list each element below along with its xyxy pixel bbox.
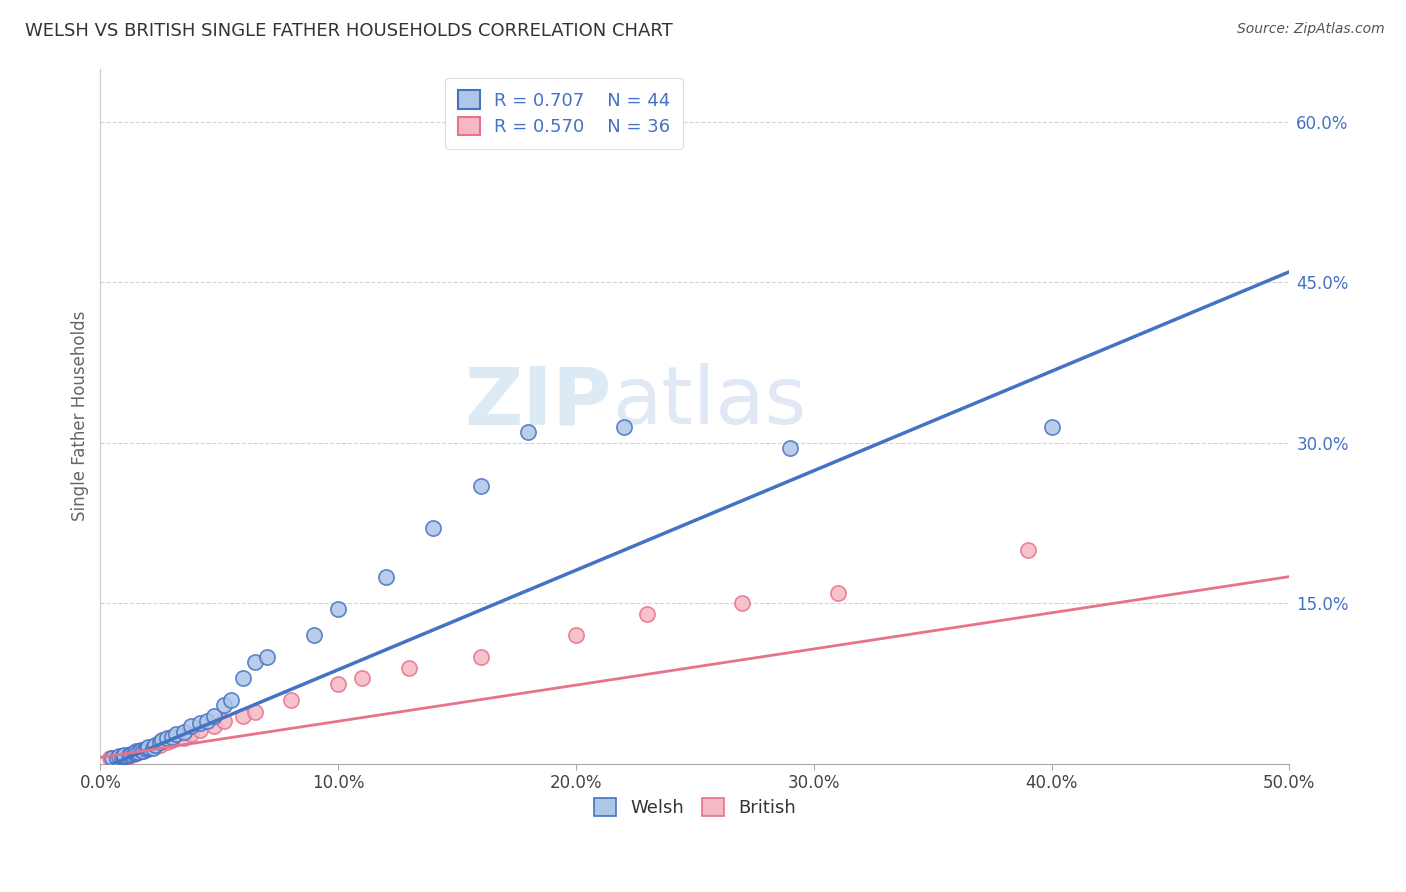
Point xyxy=(120,747,142,762)
Point xyxy=(188,723,211,737)
Point xyxy=(143,738,166,752)
Point xyxy=(1017,542,1039,557)
Point xyxy=(150,733,173,747)
Point xyxy=(129,743,152,757)
Point xyxy=(517,425,540,440)
Point xyxy=(374,569,396,583)
Point xyxy=(188,716,211,731)
Point xyxy=(105,751,128,765)
Point xyxy=(212,698,235,712)
Point xyxy=(125,746,148,760)
Point xyxy=(136,739,159,754)
Point xyxy=(328,601,350,615)
Point xyxy=(108,750,131,764)
Point xyxy=(280,692,302,706)
Point xyxy=(112,749,135,764)
Point xyxy=(1040,420,1063,434)
Point xyxy=(636,607,658,621)
Legend: Welsh, British: Welsh, British xyxy=(586,790,803,824)
Y-axis label: Single Father Households: Single Father Households xyxy=(72,311,89,521)
Point xyxy=(398,660,420,674)
Point xyxy=(127,745,149,759)
Point xyxy=(173,724,195,739)
Point xyxy=(156,731,179,746)
Point xyxy=(212,714,235,728)
Point xyxy=(328,676,350,690)
Point xyxy=(101,751,124,765)
Point xyxy=(256,649,278,664)
Point xyxy=(304,628,326,642)
Point xyxy=(125,744,148,758)
Point xyxy=(470,479,492,493)
Text: ZIP: ZIP xyxy=(464,363,612,442)
Point xyxy=(173,731,195,746)
Point xyxy=(165,727,187,741)
Point xyxy=(115,750,138,764)
Point xyxy=(779,442,801,456)
Point xyxy=(112,748,135,763)
Point xyxy=(180,719,202,733)
Text: WELSH VS BRITISH SINGLE FATHER HOUSEHOLDS CORRELATION CHART: WELSH VS BRITISH SINGLE FATHER HOUSEHOLD… xyxy=(25,22,673,40)
Point xyxy=(132,744,155,758)
Point xyxy=(111,751,134,765)
Point xyxy=(111,750,134,764)
Point xyxy=(120,748,142,763)
Point xyxy=(149,735,172,749)
Point xyxy=(232,671,254,685)
Point xyxy=(136,740,159,755)
Point xyxy=(160,730,183,744)
Point xyxy=(122,746,145,760)
Point xyxy=(204,719,226,733)
Point xyxy=(112,750,135,764)
Point xyxy=(104,753,127,767)
Text: atlas: atlas xyxy=(612,363,806,442)
Point xyxy=(129,744,152,758)
Point xyxy=(565,628,588,642)
Point xyxy=(118,748,141,763)
Point xyxy=(827,585,849,599)
Point xyxy=(149,738,172,752)
Point xyxy=(204,708,226,723)
Point xyxy=(612,420,634,434)
Point xyxy=(160,733,183,747)
Point xyxy=(122,747,145,762)
Point xyxy=(243,655,266,669)
Point xyxy=(195,714,218,728)
Text: Source: ZipAtlas.com: Source: ZipAtlas.com xyxy=(1237,22,1385,37)
Point xyxy=(243,706,266,720)
Point xyxy=(350,671,373,685)
Point xyxy=(470,649,492,664)
Point xyxy=(112,749,135,764)
Point xyxy=(142,740,165,755)
Point xyxy=(105,751,128,765)
Point xyxy=(98,751,121,765)
Point xyxy=(136,742,159,756)
Point xyxy=(125,746,148,760)
Point xyxy=(156,735,179,749)
Point xyxy=(180,727,202,741)
Point xyxy=(135,742,157,756)
Point xyxy=(422,521,444,535)
Point xyxy=(731,596,754,610)
Point xyxy=(108,749,131,764)
Point xyxy=(132,744,155,758)
Point xyxy=(219,692,242,706)
Point xyxy=(127,745,149,759)
Point xyxy=(118,748,141,763)
Point xyxy=(232,708,254,723)
Point xyxy=(142,739,165,754)
